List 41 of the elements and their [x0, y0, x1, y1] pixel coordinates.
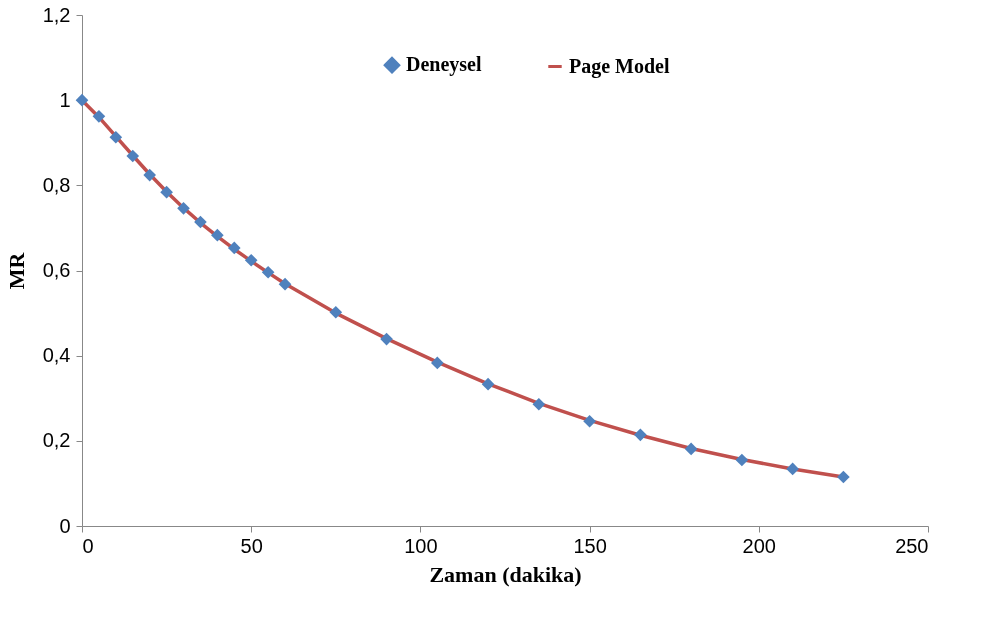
y-tick-label: 0,2 — [42, 429, 71, 452]
x-tick-label: 200 — [742, 534, 776, 557]
point — [481, 377, 495, 391]
point — [583, 414, 596, 428]
point — [75, 93, 89, 107]
point — [109, 130, 123, 144]
point — [126, 149, 140, 163]
point — [634, 428, 647, 442]
point — [261, 265, 275, 279]
point — [227, 241, 241, 255]
y-tick-label: 1,2 — [42, 3, 71, 26]
y-tick-label: 0 — [59, 514, 71, 537]
point — [177, 202, 190, 215]
x-tick-label: 250 — [895, 534, 929, 557]
point — [380, 332, 393, 346]
point — [786, 462, 799, 476]
point — [278, 277, 292, 291]
point — [684, 442, 698, 456]
point — [244, 253, 258, 267]
point — [92, 110, 106, 123]
point — [143, 168, 157, 182]
point — [211, 228, 224, 242]
x-tick-label: 0 — [82, 534, 94, 557]
point — [194, 215, 207, 229]
point — [532, 397, 546, 411]
y-tick-label: 0,8 — [42, 173, 71, 196]
point — [329, 305, 343, 319]
x-axis-title: Zaman (dakika) — [429, 561, 582, 587]
point — [735, 453, 749, 467]
y-tick-label: 0,4 — [42, 344, 71, 367]
y-tick-label: 1 — [59, 88, 71, 111]
y-tick-label: 0,6 — [42, 259, 71, 281]
x-tick-label: 50 — [240, 534, 263, 557]
legend-label: Page Model — [569, 54, 670, 78]
legend-label: Deneysel — [406, 53, 482, 77]
point — [160, 185, 173, 199]
x-tick-label: 150 — [573, 534, 607, 557]
point — [837, 470, 850, 484]
y-axis-title: MR — [3, 251, 29, 290]
x-tick-label: 100 — [404, 534, 438, 557]
point — [431, 356, 444, 370]
